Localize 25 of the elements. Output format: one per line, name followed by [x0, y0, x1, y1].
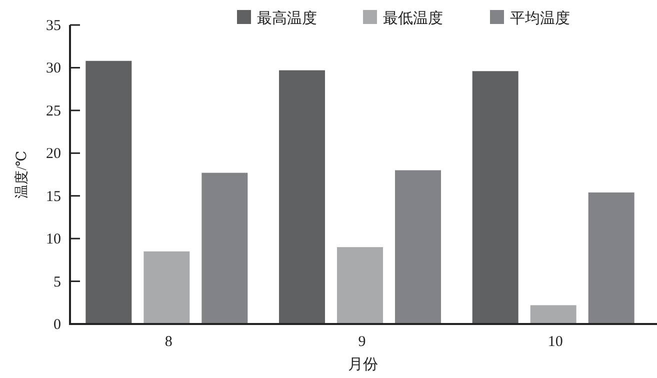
y-axis-title: 温度/℃ [14, 150, 30, 198]
bar [279, 70, 325, 324]
legend-label: 最高温度 [257, 10, 317, 27]
bar [144, 251, 190, 324]
y-tick-label: 35 [46, 18, 61, 34]
x-tick-label: 8 [164, 334, 172, 350]
y-tick-label: 20 [46, 146, 61, 162]
y-tick-label: 10 [46, 232, 61, 248]
legend-label: 平均温度 [510, 10, 570, 27]
y-tick-label: 15 [46, 188, 61, 205]
y-tick-label: 0 [54, 317, 61, 333]
bar [337, 247, 383, 324]
bar [472, 71, 518, 324]
y-tick-label: 25 [46, 103, 61, 120]
x-tick-label: 9 [358, 334, 366, 350]
y-tick-label: 30 [46, 60, 61, 77]
x-axis-title: 月份 [348, 357, 378, 373]
x-tick-label: 10 [548, 334, 563, 350]
bar [395, 170, 441, 324]
legend-label: 最低温度 [383, 10, 443, 27]
bar [588, 192, 634, 324]
bar [86, 60, 132, 324]
bar [530, 305, 576, 324]
bar [202, 172, 248, 324]
y-tick-label: 5 [54, 274, 61, 290]
